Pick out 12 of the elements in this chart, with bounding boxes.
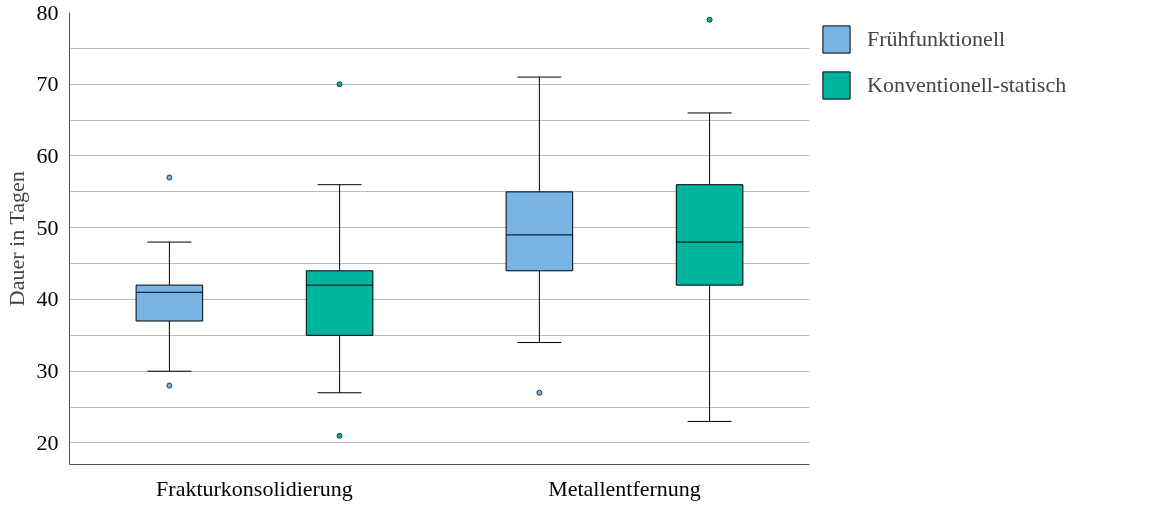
y-axis-title: Dauer in Tagen xyxy=(3,171,29,307)
x-tick-label: Metallentfernung xyxy=(548,475,701,501)
x-tick-label: Frakturkonsolidierung xyxy=(156,475,353,501)
legend-label: Konventionell-statisch xyxy=(867,72,1067,98)
y-tick-label: 40 xyxy=(36,286,59,312)
y-tick-label: 20 xyxy=(36,429,59,455)
y-tick-label: 60 xyxy=(36,142,59,168)
y-tick-label: 30 xyxy=(36,358,59,384)
legend-label: Frühfunktionell xyxy=(867,26,1006,52)
y-tick-label: 80 xyxy=(36,0,59,25)
y-tick-label: 70 xyxy=(36,71,59,97)
y-tick-label: 50 xyxy=(36,214,59,240)
